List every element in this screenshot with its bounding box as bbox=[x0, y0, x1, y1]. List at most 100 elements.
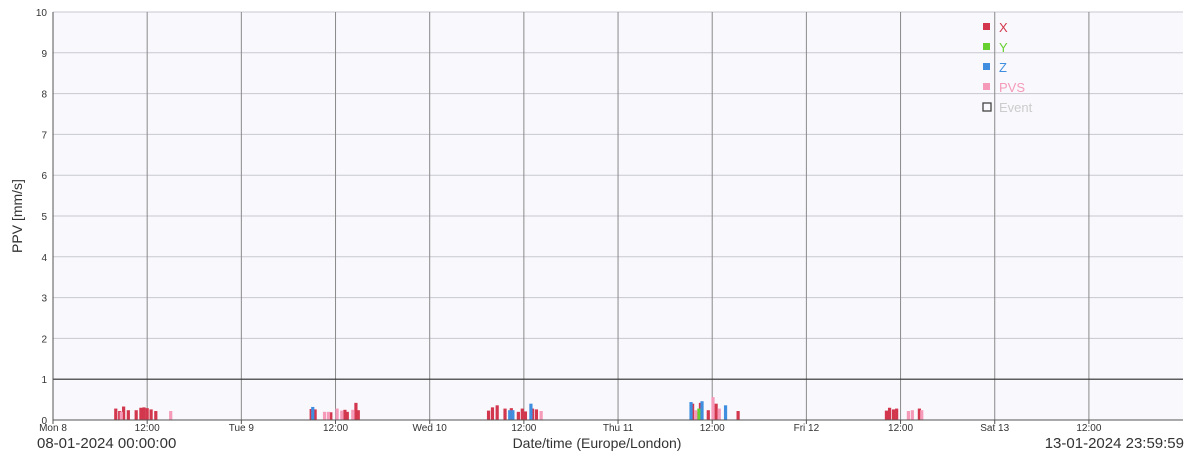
x-tick-label: 12:00 bbox=[323, 423, 348, 434]
bar-x bbox=[139, 407, 143, 420]
legend[interactable]: XYZ PVS Event bbox=[982, 20, 1033, 115]
legend-label: Event bbox=[999, 100, 1033, 115]
bar-pvs bbox=[335, 408, 339, 420]
bar-z bbox=[723, 405, 728, 420]
x-tick-label: 12:00 bbox=[888, 423, 913, 434]
grid-lines bbox=[53, 11, 1183, 420]
bar-pvs bbox=[910, 410, 914, 420]
y-tick-label: 7 bbox=[41, 130, 47, 141]
bar-z bbox=[689, 402, 693, 420]
bar-x bbox=[520, 408, 524, 420]
y-tick-label: 4 bbox=[41, 253, 47, 264]
legend-item-x[interactable]: X bbox=[983, 20, 1008, 35]
x-tick-label: 12:00 bbox=[511, 423, 536, 434]
x-tick-label: 12:00 bbox=[700, 423, 725, 434]
y-tick-label: 6 bbox=[41, 171, 47, 182]
bar-x bbox=[356, 410, 360, 420]
x-tick-label: Tue 9 bbox=[229, 423, 255, 434]
x-tick-label: Fri 12 bbox=[794, 423, 820, 434]
bar-x bbox=[736, 411, 740, 420]
bar-z bbox=[511, 410, 515, 420]
y-tick-label: 0 bbox=[41, 416, 47, 427]
bar-x bbox=[114, 408, 118, 420]
bar-x bbox=[884, 410, 889, 420]
bar-x bbox=[329, 412, 333, 420]
bar-x bbox=[495, 405, 499, 420]
legend-swatch bbox=[983, 63, 990, 70]
bar-pvs bbox=[694, 410, 698, 420]
legend-label: Z bbox=[999, 60, 1007, 75]
bar-x bbox=[534, 409, 539, 420]
y-tick-label: 2 bbox=[41, 334, 47, 345]
bar-pvs bbox=[169, 411, 173, 420]
bar-x bbox=[490, 407, 495, 420]
bar-pvs bbox=[322, 411, 327, 420]
bar-z bbox=[529, 403, 533, 420]
y-tick-label: 1 bbox=[41, 375, 47, 386]
bar-z bbox=[700, 401, 704, 420]
bar-x bbox=[354, 402, 358, 420]
y-tick-label: 3 bbox=[41, 294, 47, 305]
x-tick-label: 12:00 bbox=[135, 423, 160, 434]
y-tick-label: 10 bbox=[36, 8, 48, 19]
bar-x bbox=[706, 410, 710, 420]
bar-z bbox=[508, 410, 512, 420]
legend-label: PVS bbox=[999, 80, 1025, 95]
bar-x bbox=[516, 411, 520, 420]
bar-x bbox=[313, 409, 317, 420]
bar-pvs bbox=[539, 411, 543, 420]
bar-x bbox=[503, 408, 507, 420]
bar-x bbox=[142, 407, 146, 420]
legend-item-y[interactable]: Y bbox=[983, 40, 1008, 55]
legend-swatch bbox=[983, 23, 990, 30]
legend-swatch bbox=[983, 83, 990, 90]
bar-x bbox=[523, 411, 528, 420]
bar-x bbox=[126, 410, 130, 420]
range-end-label: 13-01-2024 23:59:59 bbox=[1044, 435, 1184, 452]
bar-x bbox=[887, 407, 892, 420]
x-tick-label: Thu 11 bbox=[603, 423, 634, 434]
bar-x bbox=[345, 411, 349, 420]
legend-item-event[interactable]: Event bbox=[982, 100, 1033, 115]
bar-pvs bbox=[717, 408, 721, 420]
bar-x bbox=[714, 403, 718, 420]
legend-label: Y bbox=[999, 40, 1008, 55]
legend-item-z[interactable]: Z bbox=[983, 60, 1007, 75]
bar-x bbox=[891, 409, 896, 420]
bar-x bbox=[154, 411, 158, 420]
bar-z bbox=[311, 406, 315, 420]
x-tick-label: Mon 8 bbox=[39, 423, 67, 434]
bar-pvs bbox=[340, 410, 344, 420]
legend-label: X bbox=[999, 20, 1008, 35]
y-tick-label: 8 bbox=[41, 90, 47, 101]
x-tick-labels: Mon 8 12:00 Tue 9 12:00 Wed 10 12:00 Thu 11 12:… bbox=[39, 420, 1102, 434]
legend-swatch bbox=[983, 43, 990, 50]
bar-pvs bbox=[920, 410, 924, 420]
x-tick-label: Wed 10 bbox=[413, 423, 448, 434]
legend-item-pvs[interactable]: PVS bbox=[983, 80, 1025, 95]
y-tick-label: 5 bbox=[41, 212, 47, 223]
y-axis-title: PPV [mm/s] bbox=[9, 179, 25, 253]
bar-x bbox=[343, 409, 347, 420]
bar-pvs bbox=[326, 411, 331, 420]
x-tick-label: 12:00 bbox=[1076, 423, 1101, 434]
bar-pvs bbox=[711, 397, 715, 420]
bar-x bbox=[145, 408, 149, 420]
bar-x bbox=[149, 409, 153, 420]
bar-x bbox=[134, 410, 138, 420]
bar-series bbox=[114, 397, 924, 420]
y-tick-label: 9 bbox=[41, 49, 47, 60]
y-tick-labels: 0 1 2 3 4 5 6 7 8 9 10 bbox=[36, 8, 48, 427]
bar-y bbox=[697, 408, 701, 420]
x-tick-label: Sat 13 bbox=[980, 423, 1009, 434]
bar-pvs bbox=[906, 411, 911, 420]
legend-swatch bbox=[982, 102, 992, 112]
bar-x bbox=[486, 410, 491, 420]
x-axis-title: Date/time (Europe/London) bbox=[512, 435, 682, 451]
bar-x bbox=[895, 408, 899, 420]
bar-pvs bbox=[351, 409, 355, 420]
range-start-label: 08-01-2024 00:00:00 bbox=[37, 435, 177, 452]
bar-x bbox=[917, 408, 921, 420]
bar-pvs bbox=[119, 411, 123, 420]
